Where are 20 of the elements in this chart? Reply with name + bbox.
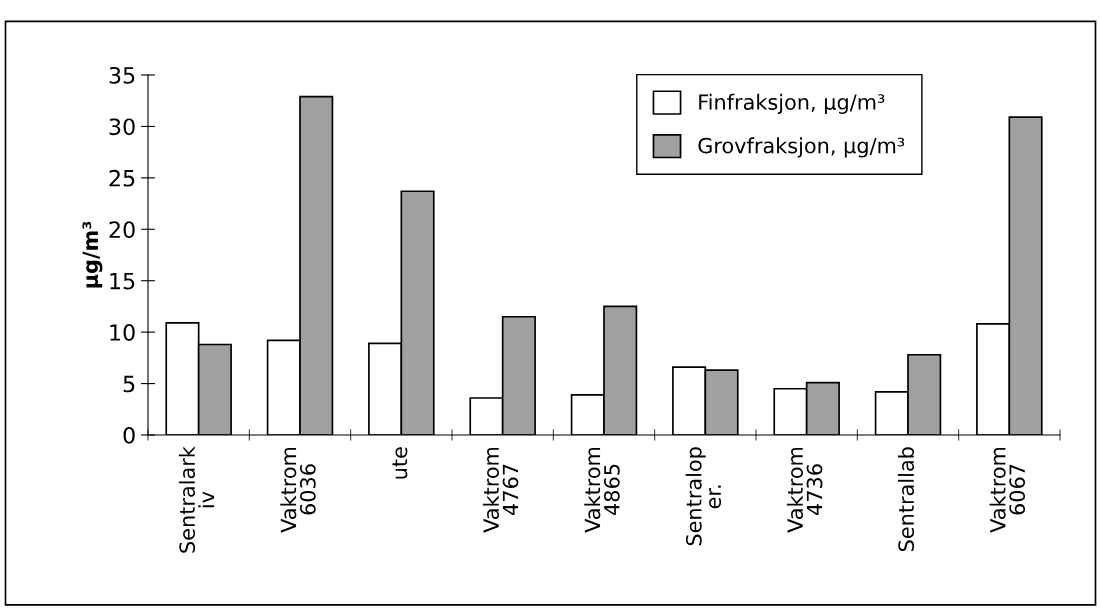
x-tick-label: Vaktrom 6067 (989, 447, 1026, 533)
y-axis-title: µg/m³ (82, 221, 103, 288)
y-tick-label: 25 (109, 169, 135, 187)
x-tick-label: Sentralop er. (685, 447, 722, 546)
y-tick-label: 10 (110, 324, 135, 341)
y-tick-label: 0 (123, 426, 135, 444)
x-tick-label: Vaktrom 4865 (584, 447, 620, 533)
legend-label: Finfraksjon, µg/m³ (699, 93, 885, 114)
x-tick-label: Sentrallab (897, 447, 915, 552)
x-tick-label: Vaktrom 6036 (280, 447, 316, 533)
x-tick-label: Sentralark iv (178, 446, 215, 553)
x-tick-label: ute (392, 447, 408, 479)
legend-label: Grovfraksjon, µg/m³ (698, 137, 905, 158)
y-tick-label: 35 (109, 66, 135, 84)
x-tick-label: Vaktrom 4767 (482, 447, 519, 533)
y-tick-label: 5 (123, 375, 135, 393)
y-tick-label: 15 (110, 272, 135, 290)
y-tick-label: 30 (109, 118, 135, 136)
x-tick-label: Vaktrom 4736 (786, 447, 823, 533)
y-tick-label: 20 (109, 221, 135, 239)
